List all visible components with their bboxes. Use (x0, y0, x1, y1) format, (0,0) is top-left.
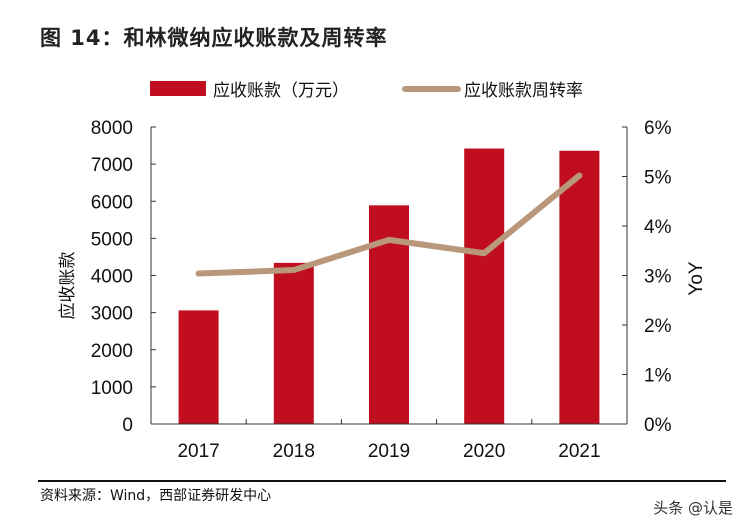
legend-bar-swatch (150, 81, 206, 96)
x-tick-label: 2019 (368, 441, 410, 462)
bar-2020 (464, 148, 505, 424)
x-tick-label: 2018 (273, 441, 315, 462)
left-tick-label: 3000 (91, 304, 133, 325)
watermark: 头条 @认是 (653, 499, 733, 517)
left-tick-label: 2000 (91, 341, 133, 362)
bar-2021 (559, 150, 600, 424)
right-tick-label: 0% (644, 415, 672, 436)
right-tick-label: 2% (644, 316, 672, 337)
left-axis-label: 应收账款 (58, 252, 78, 320)
left-tick-label: 0 (122, 415, 133, 436)
x-tick-label: 2020 (463, 441, 505, 462)
x-tick-label: 2017 (177, 441, 219, 462)
left-tick-label: 1000 (91, 378, 133, 399)
right-tick-label: 3% (644, 267, 672, 288)
left-tick-label: 7000 (91, 155, 133, 176)
bar-2018 (273, 262, 314, 424)
left-tick-label: 4000 (91, 267, 133, 288)
source-note: 资料来源：Wind，西部证券研发中心 (40, 488, 272, 504)
right-tick-label: 1% (644, 366, 672, 387)
legend-line-label: 应收账款周转率 (464, 81, 583, 101)
footer-divider (38, 480, 726, 482)
right-axis-label: YoY (686, 261, 707, 295)
right-tick-label: 6% (644, 118, 672, 139)
legend-bar-label: 应收账款（万元） (213, 81, 349, 101)
left-tick-label: 8000 (91, 118, 133, 139)
left-tick-label: 6000 (91, 192, 133, 213)
x-tick-label: 2021 (558, 441, 600, 462)
bar-2017 (178, 310, 219, 424)
left-tick-label: 5000 (91, 229, 133, 250)
right-tick-label: 4% (644, 217, 672, 238)
right-tick-label: 5% (644, 168, 672, 189)
figure-title: 图 14：和林微纳应收账款及周转率 (40, 26, 388, 50)
